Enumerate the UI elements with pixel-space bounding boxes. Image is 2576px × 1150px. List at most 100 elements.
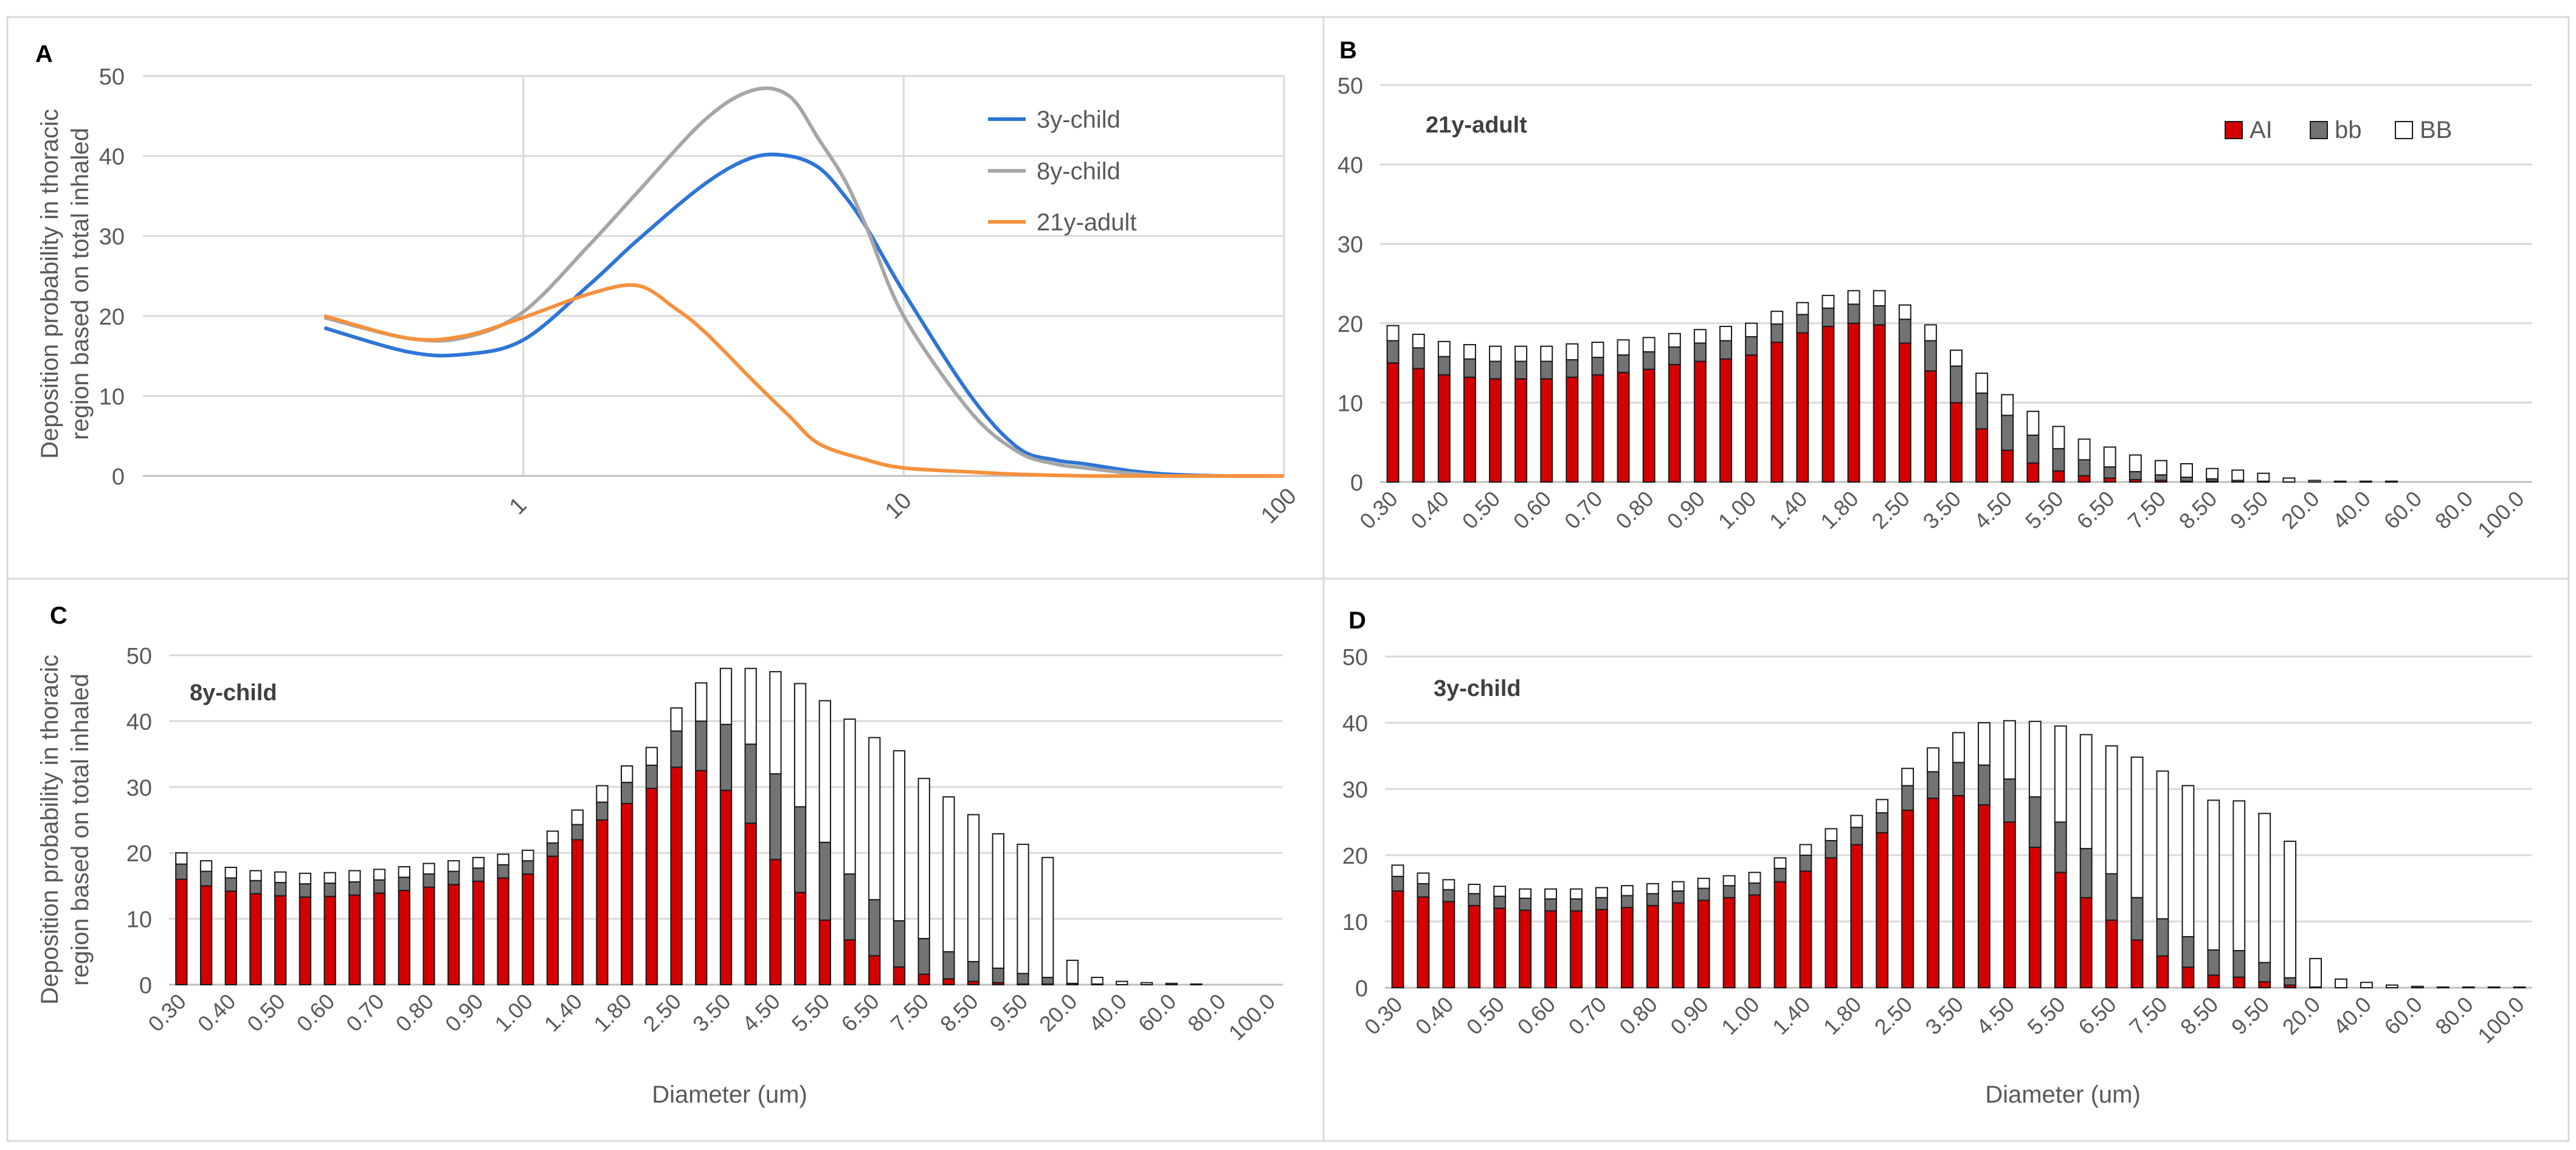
panel-C-bar-AI — [199, 885, 213, 986]
panel-C-bar-BB — [917, 777, 930, 940]
panel-C-bar-bb — [423, 873, 435, 888]
panel-C-bar-bb — [497, 864, 509, 879]
panel-C-bar-bb — [917, 938, 930, 975]
panel-C-bar-BB — [992, 833, 1004, 969]
panel-D-bar-AI — [1646, 904, 1659, 988]
panel-C-bar-BB — [398, 866, 410, 878]
panel-D-ytick-label: 50 — [1342, 645, 1368, 670]
panel-C-bar-BB — [175, 852, 188, 865]
panel-B-bar-BB — [2359, 480, 2372, 483]
panel-D-bar-AI — [2181, 966, 2195, 988]
panel-D-bar-AI — [1722, 897, 1736, 989]
panel-C-xtick-label: 0.60 — [292, 989, 340, 1037]
panel-B-xtick-label: 20.0 — [2276, 486, 2324, 534]
panel-B-bar-bb — [2026, 434, 2040, 464]
panel-C-xtick-label: 40.0 — [1083, 989, 1131, 1037]
panel-B-xtick-label: 5.50 — [2020, 486, 2068, 534]
panel-D-bar-bb — [2028, 796, 2042, 848]
panel-C-bar-AI — [670, 766, 683, 986]
panel-C-xtick-label: 80.0 — [1183, 989, 1231, 1037]
panel-B-bar-BB — [2333, 480, 2347, 483]
panel-B-bar-AI — [2052, 470, 2065, 483]
panel-A-series-line-21y-adult — [323, 283, 1284, 478]
panel-A-xtick-label: 1 — [505, 492, 532, 520]
panel-C-bar-AI — [373, 892, 386, 985]
panel-B-xtick-label: 3.50 — [1918, 486, 1966, 534]
panel-C-bar-bb — [992, 967, 1004, 983]
panel-D-bar-bb — [1748, 882, 1761, 896]
panel-B-legend-label: AI — [2250, 117, 2273, 143]
panel-B-legend-label: BB — [2420, 117, 2452, 143]
panel-B-bar-bb — [1489, 360, 1502, 380]
panel-A-ytick-label: 20 — [99, 305, 125, 330]
panel-C-bar-bb — [1017, 973, 1029, 985]
panel-A-legend-label: 3y-child — [1037, 106, 1121, 133]
panel-C-ylabel-line2: region based on total inhaled — [67, 673, 94, 986]
panel-B-bar-bb — [1693, 342, 1707, 362]
panel-B-xtick-label: 8.50 — [2174, 486, 2222, 534]
panel-B-bar-bb — [1642, 351, 1656, 370]
panel-C-xtick-label: 0.70 — [341, 989, 389, 1037]
panel-D-bar-bb — [1825, 840, 1838, 859]
panel-B-bar-BB — [2180, 463, 2193, 478]
panel-B-bar-bb — [2103, 466, 2116, 479]
panel-C-xtick-label: 8.50 — [935, 989, 983, 1037]
panel-D-bar-bb — [2258, 962, 2271, 983]
panel-B-bar-AI — [1975, 428, 1989, 483]
panel-C-bar-AI — [793, 892, 807, 985]
panel-C-bar-AI — [323, 895, 336, 986]
panel-C-ytick-label: 20 — [126, 841, 152, 867]
panel-C-bar-bb — [323, 883, 336, 897]
panel-C-ylabel-line1: Deposition probability in thoracic — [36, 655, 63, 1005]
panel-A-xtick-label: 100 — [1256, 483, 1302, 529]
panel-B-bar-bb — [1770, 323, 1784, 343]
panel-D-xtick-label: 9.50 — [2226, 992, 2274, 1040]
panel-C-bar-BB — [719, 667, 733, 725]
panel-C-xtick-label: 2.50 — [638, 989, 686, 1037]
panel-D-xtick-label: 20.0 — [2277, 992, 2326, 1040]
panel-B-bar-BB — [2257, 472, 2270, 482]
panel-D-xlabel: Diameter (um) — [1985, 1081, 2141, 1108]
panel-B-bar-AI — [1514, 378, 1528, 483]
panel-D-bar-BB — [1825, 828, 1838, 842]
panel-D-xtick-label: 2.50 — [1870, 992, 1918, 1040]
panel-C-xtick-label: 0.90 — [440, 989, 488, 1037]
panel-D-bar-BB — [2360, 982, 2373, 989]
panel-C-bar-AI — [249, 893, 262, 985]
panel-B-bar-BB — [2001, 394, 2014, 416]
panel-C-xtick-label: 1.40 — [539, 989, 587, 1037]
panel-C-bar-bb — [224, 877, 237, 892]
panel-C-bar-bb — [967, 961, 980, 982]
panel-C-bar-AI — [744, 822, 757, 986]
panel-A-series-line-8y-child — [323, 86, 1284, 478]
panel-D-bar-BB — [2462, 986, 2475, 989]
panel-C-bar-bb — [868, 899, 881, 957]
panel-D-bar-bb — [1493, 895, 1507, 909]
panel-D-bar-AI — [1595, 909, 1608, 988]
panel-D-bar-AI — [1417, 896, 1430, 989]
panel-D-bar-AI — [1620, 907, 1634, 988]
panel-D-bar-bb — [2105, 873, 2118, 921]
panel-C-bar-AI — [868, 955, 881, 985]
panel-D-xtick-label: 0.50 — [1462, 992, 1510, 1040]
panel-D-bar-AI — [1901, 809, 1915, 988]
panel-D-xtick-label: 4.50 — [1971, 992, 2019, 1040]
panel-B-bar-AI — [2026, 462, 2040, 483]
panel-C-bar-bb — [620, 782, 634, 804]
panel-B-bar-bb — [1412, 347, 1425, 370]
panel-B-bar-BB — [2129, 454, 2142, 473]
panel-D-ytick-label: 30 — [1342, 777, 1368, 803]
panel-B-bar-BB — [2384, 480, 2398, 483]
panel-B-bar-BB — [1847, 290, 1860, 305]
panel-D-bar-AI — [1927, 797, 1940, 988]
panel-C-bar-bb — [274, 881, 287, 897]
panel-D-bar-BB — [2232, 800, 2246, 951]
panel-D-bar-bb — [2079, 848, 2093, 898]
panel-B-bar-BB — [2026, 410, 2040, 436]
panel-B-bar-bb — [1796, 314, 1809, 334]
panel-D-bar-AI — [2232, 976, 2246, 989]
panel-D-bar-BB — [2284, 841, 2297, 979]
